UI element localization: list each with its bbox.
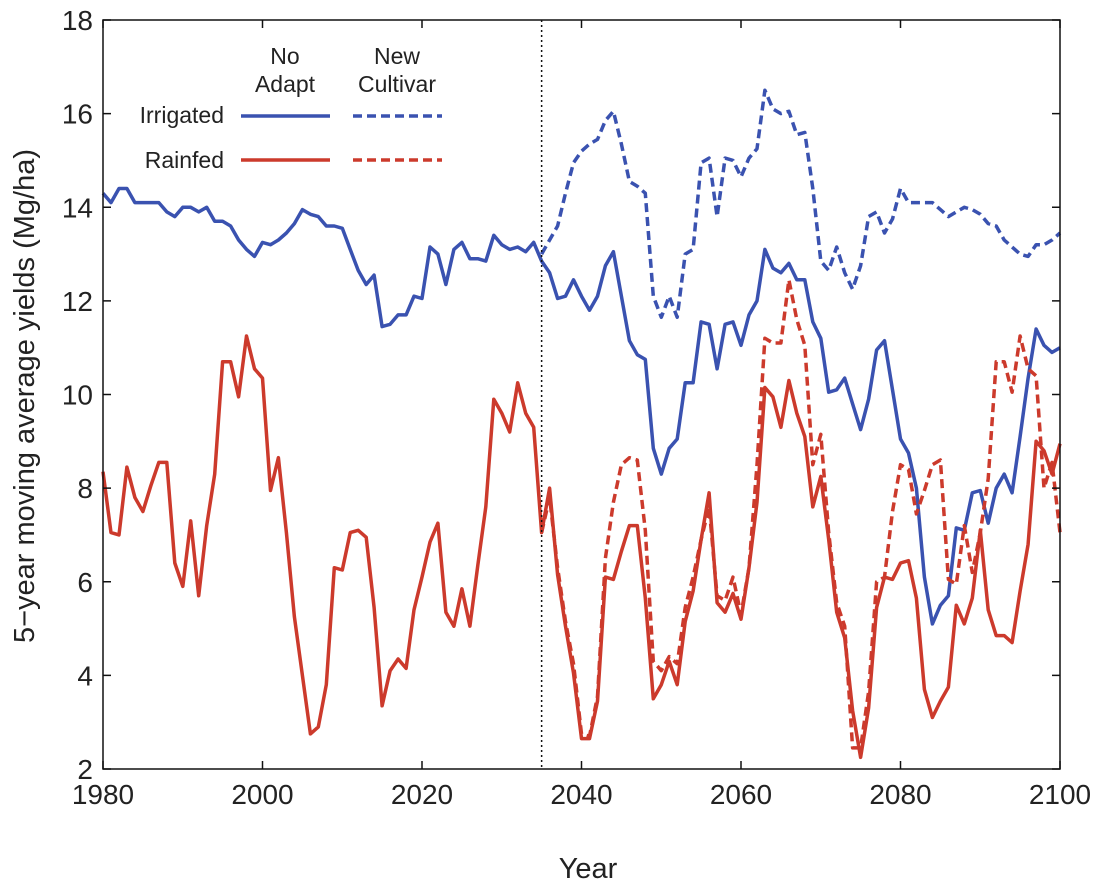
legend-col2-line1: New	[374, 43, 420, 69]
plot-lines	[101, 88, 1062, 760]
legend: No Adapt New Cultivar Irrigated Rainfed	[140, 43, 442, 173]
series-line-rainfed-new-cultivar	[539, 278, 1062, 750]
x-tick-label: 1980	[72, 779, 134, 810]
x-tick-label: 2020	[391, 779, 453, 810]
x-tick-label: 2040	[550, 779, 612, 810]
y-tick-label: 10	[62, 380, 93, 411]
legend-row-rainfed: Rainfed	[145, 147, 224, 173]
series-line-rainfed-no-adapt	[101, 334, 1062, 760]
y-tick-label: 12	[62, 286, 93, 317]
legend-col1-line2: Adapt	[255, 71, 316, 97]
y-axis-title: 5−year moving average yields (Mg/ha)	[9, 149, 41, 643]
axis-ticks: 1980 2000 2020 2040 2060 2080 2100 2 4 6 8 10 12 14 16…	[62, 5, 1091, 810]
legend-col2-line2: Cultivar	[358, 71, 436, 97]
y-tick-label: 6	[77, 567, 93, 598]
x-tick-label: 2060	[710, 779, 772, 810]
series-line-irrigated-new-cultivar	[540, 88, 1062, 320]
x-axis-title: Year	[559, 853, 618, 885]
series-line-irrigated-no-adapt	[101, 186, 1061, 626]
y-tick-label: 2	[77, 754, 93, 785]
x-tick-label: 2000	[231, 779, 293, 810]
legend-row-irrigated: Irrigated	[140, 102, 224, 128]
y-tick-label: 14	[62, 192, 93, 223]
y-tick-label: 8	[77, 473, 93, 504]
y-tick-label: 18	[62, 5, 93, 36]
y-tick-label: 4	[77, 660, 93, 691]
plot-frame	[102, 19, 1061, 770]
y-tick-label: 16	[62, 99, 93, 130]
x-tick-label: 2100	[1029, 779, 1091, 810]
legend-col1-line1: No	[270, 43, 299, 69]
x-tick-label: 2080	[869, 779, 931, 810]
